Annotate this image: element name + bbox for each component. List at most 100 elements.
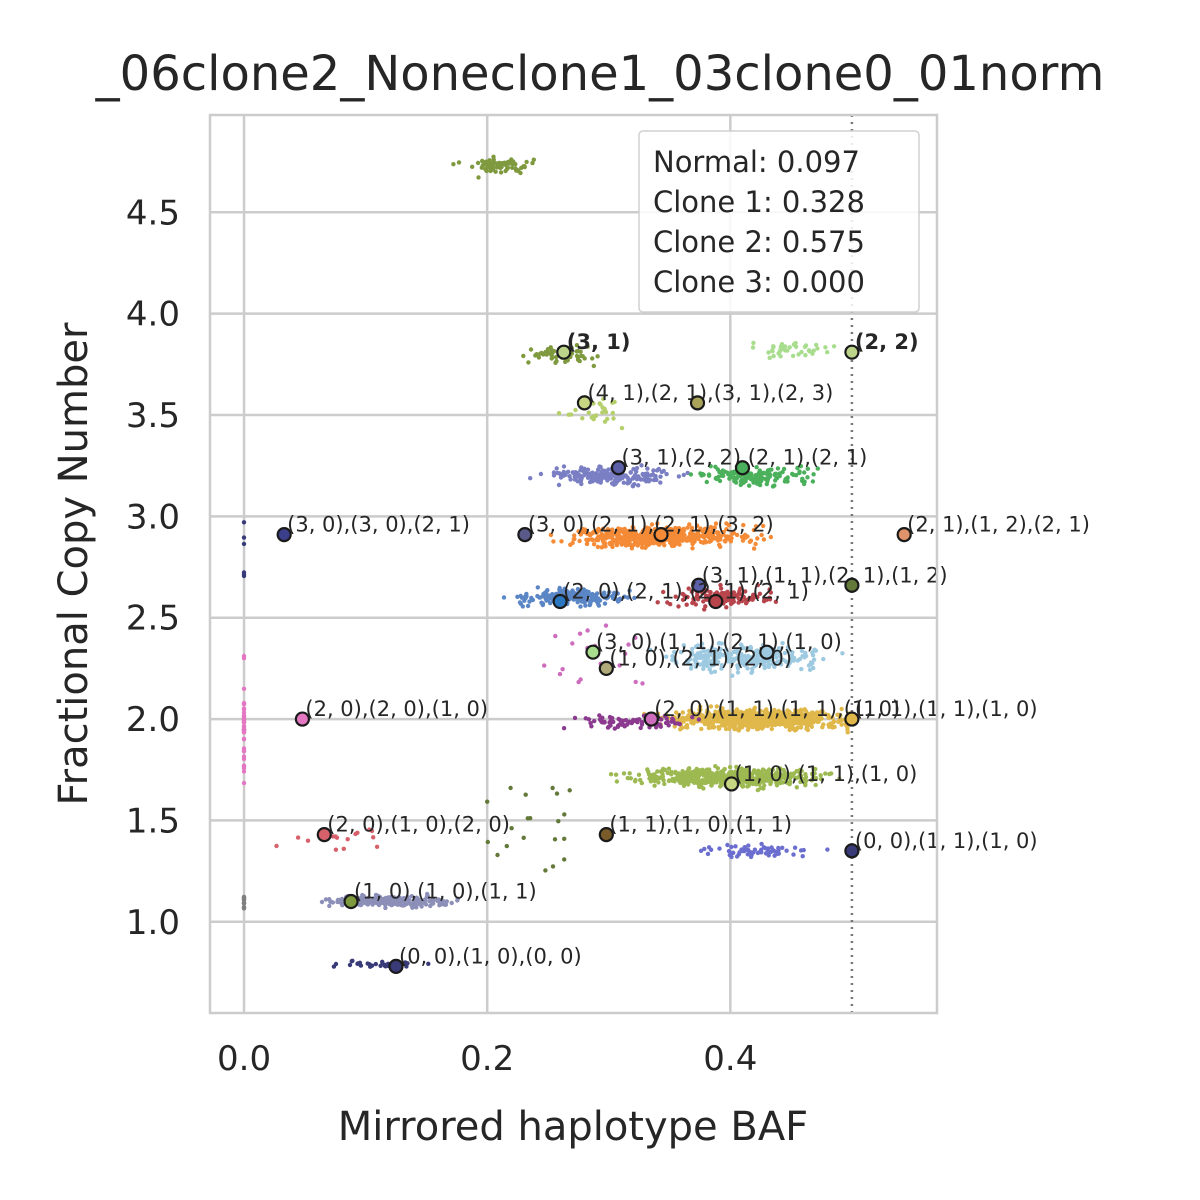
data-point — [755, 536, 760, 541]
data-point — [575, 471, 580, 476]
data-point — [295, 835, 301, 840]
data-point — [681, 643, 686, 648]
data-point — [823, 712, 828, 717]
data-point — [776, 851, 781, 856]
data-point — [703, 593, 709, 598]
data-point — [696, 528, 701, 534]
data-point — [503, 168, 508, 174]
data-point — [675, 721, 681, 726]
data-point — [681, 537, 687, 542]
data-point — [690, 652, 695, 657]
data-point — [749, 655, 755, 660]
data-point — [525, 816, 530, 821]
data-point — [367, 962, 372, 967]
data-point — [572, 477, 578, 482]
data-point — [747, 539, 753, 544]
data-point — [708, 538, 713, 544]
data-point — [548, 600, 553, 606]
data-point — [583, 603, 588, 608]
data-point — [706, 472, 712, 477]
data-point — [686, 586, 691, 591]
y-tick-label: 2.0 — [126, 700, 180, 740]
data-point — [614, 542, 620, 548]
data-point — [734, 532, 740, 538]
data-point — [645, 532, 650, 537]
data-point — [619, 542, 624, 547]
data-point — [241, 686, 247, 691]
data-point — [673, 659, 678, 664]
data-point — [689, 589, 694, 594]
data-point — [550, 355, 555, 360]
data-point — [241, 719, 247, 724]
data-point — [579, 465, 584, 470]
data-point — [333, 847, 339, 852]
data-point — [749, 658, 755, 663]
data-point — [689, 662, 694, 668]
data-point — [723, 723, 728, 728]
data-point — [690, 546, 695, 551]
data-point — [634, 477, 640, 482]
data-point — [597, 713, 602, 718]
data-point — [675, 535, 681, 540]
data-point — [585, 467, 591, 472]
data-point — [759, 532, 764, 538]
data-point — [770, 484, 776, 489]
data-point — [807, 349, 812, 354]
data-point — [658, 474, 663, 479]
data-point — [590, 356, 595, 361]
data-point — [803, 353, 808, 358]
data-point — [600, 473, 605, 478]
data-point — [708, 590, 713, 595]
centroid-marker — [734, 460, 751, 476]
data-point — [676, 604, 681, 609]
data-point — [350, 958, 355, 963]
data-point — [740, 654, 745, 660]
data-point — [677, 542, 682, 547]
data-point — [741, 522, 746, 528]
data-point — [675, 772, 680, 778]
data-point — [597, 401, 602, 406]
data-point — [752, 847, 758, 852]
data-point — [798, 464, 804, 469]
data-point — [705, 527, 710, 532]
data-point — [733, 649, 739, 655]
data-point — [648, 536, 654, 541]
data-point — [781, 720, 786, 725]
data-point — [744, 600, 749, 605]
data-point — [738, 586, 743, 591]
data-point — [698, 707, 703, 713]
data-point — [797, 721, 802, 726]
data-point — [693, 602, 698, 607]
data-point — [578, 677, 583, 682]
data-point — [771, 353, 776, 359]
data-point — [600, 526, 606, 532]
data-point — [576, 529, 581, 534]
data-point — [705, 851, 711, 857]
data-point — [586, 472, 592, 477]
data-point — [754, 465, 759, 470]
data-point — [716, 773, 721, 778]
data-point — [659, 769, 664, 775]
data-point — [580, 416, 585, 421]
data-point — [735, 670, 741, 675]
data-point — [717, 478, 723, 484]
data-point — [695, 773, 700, 778]
data-point — [573, 407, 578, 413]
data-point — [717, 536, 722, 541]
data-point — [765, 468, 771, 473]
data-point — [778, 354, 783, 359]
data-point — [241, 736, 247, 741]
centroid-marker — [844, 577, 860, 593]
data-point — [811, 657, 817, 662]
data-point — [703, 780, 709, 785]
data-point — [567, 474, 572, 479]
x-tick-label: 0.4 — [703, 1039, 757, 1079]
data-point — [629, 546, 635, 551]
data-point — [587, 602, 592, 608]
data-point — [536, 355, 542, 360]
data-point — [709, 771, 714, 777]
data-point — [673, 594, 678, 599]
data-point — [598, 534, 603, 539]
data-point — [701, 540, 706, 545]
